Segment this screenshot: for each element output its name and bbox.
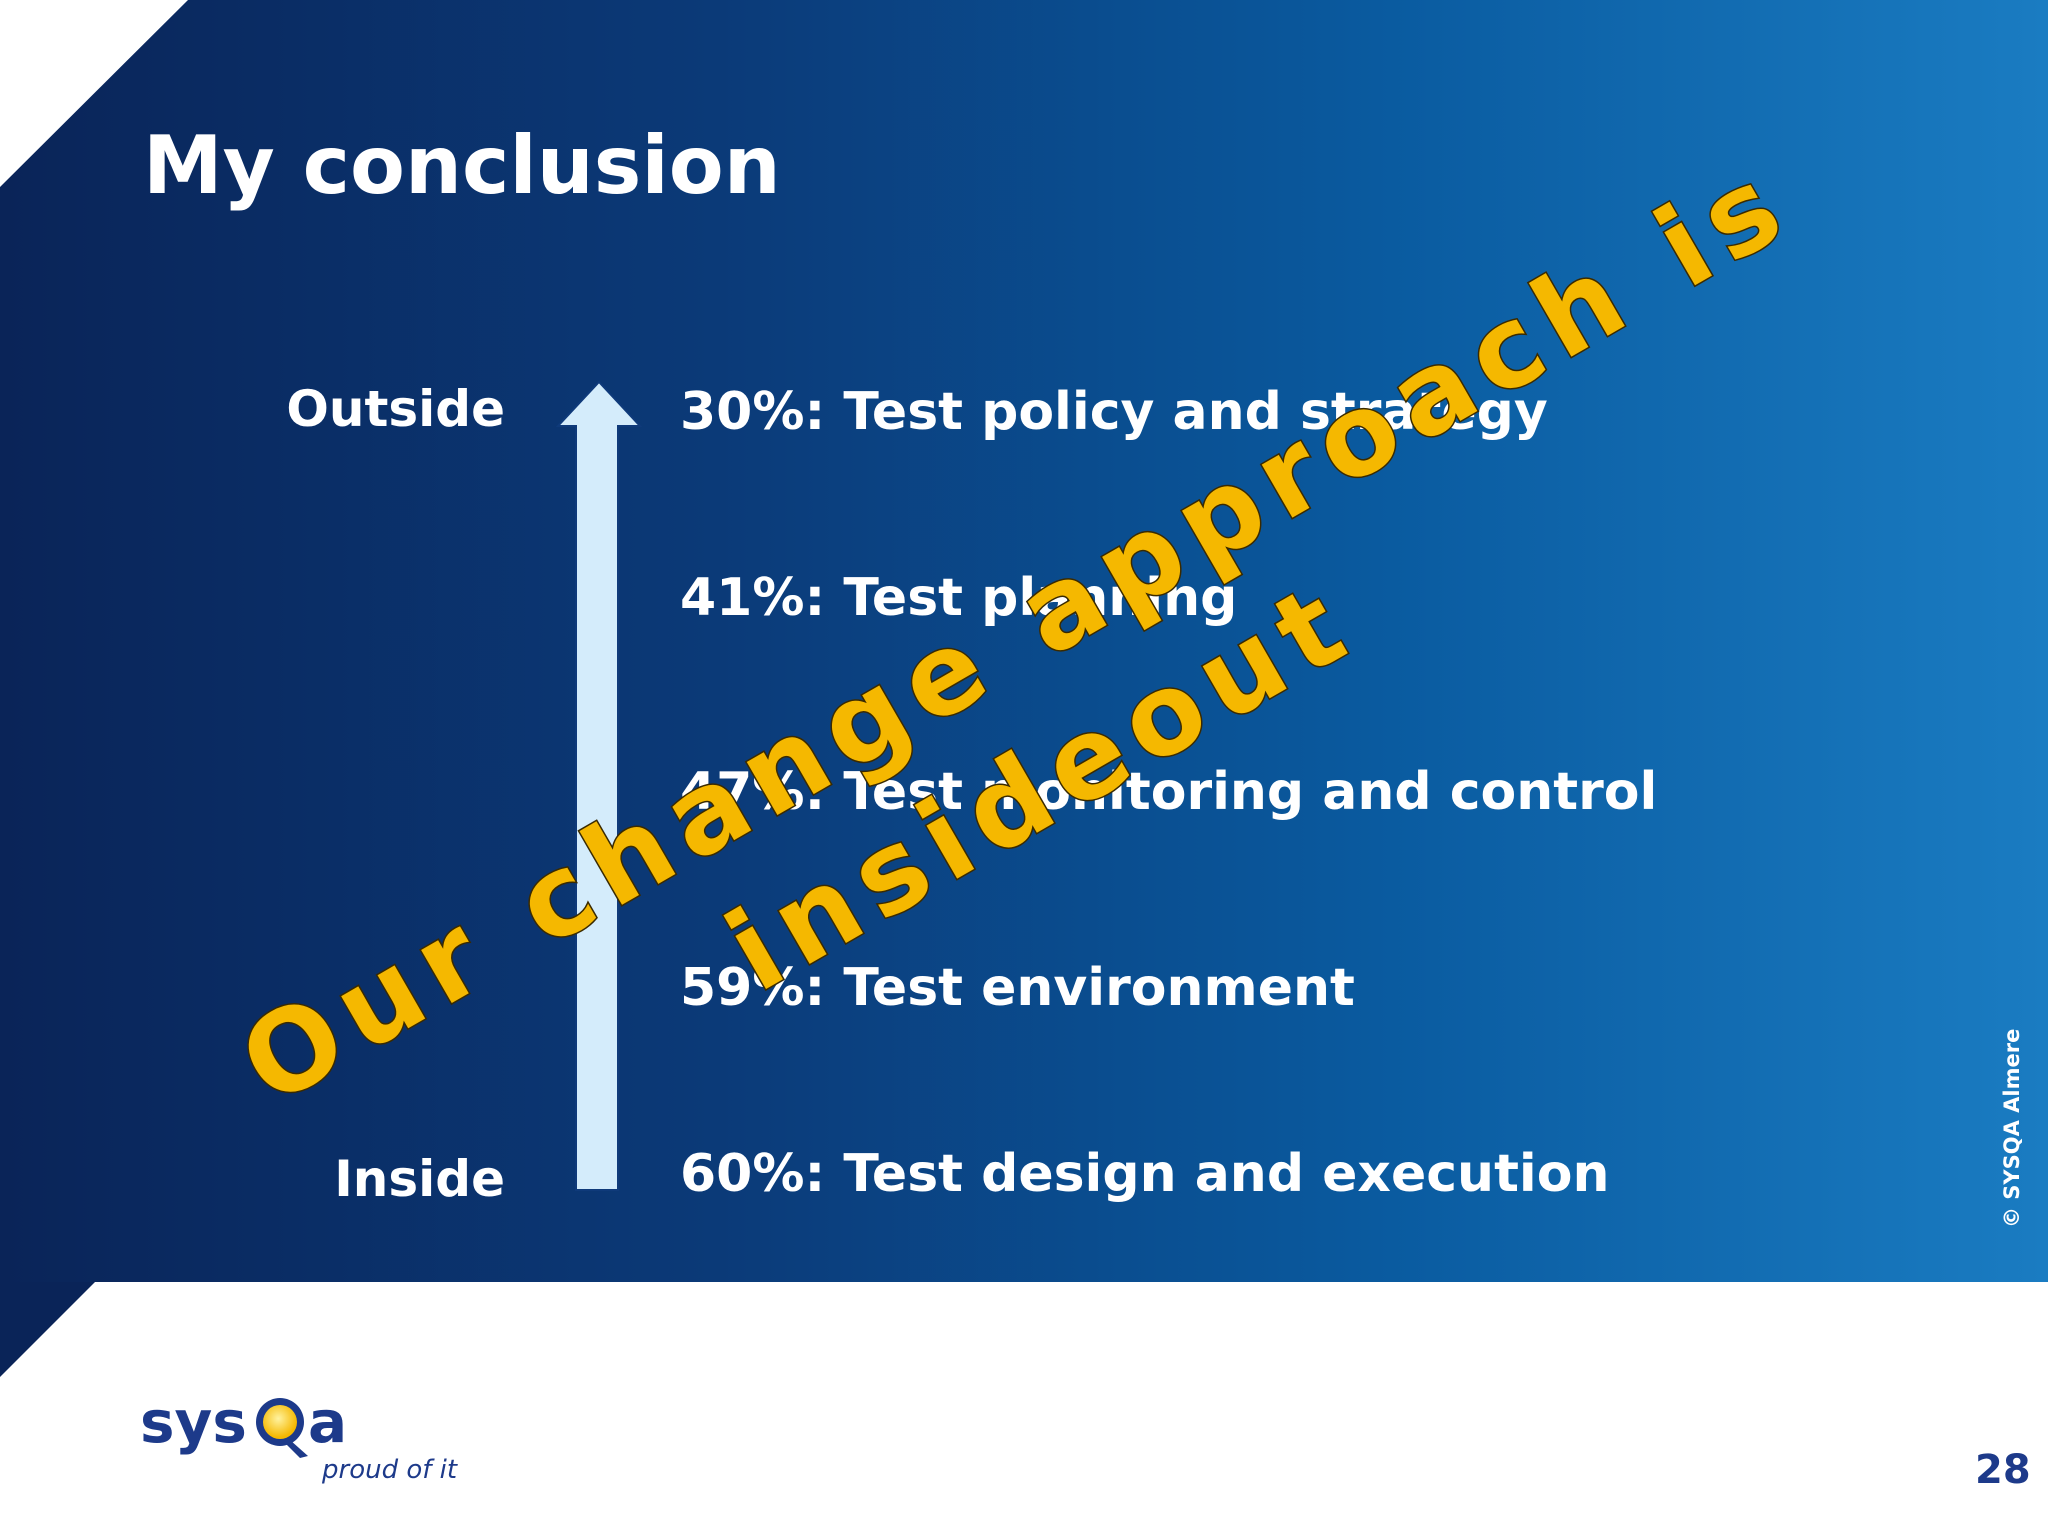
logo-tagline: proud of it	[321, 1455, 458, 1485]
list-item: 47%: Test monitoring and control	[680, 762, 1658, 822]
panel-corner	[0, 1282, 95, 1377]
page-number: 28	[1975, 1447, 2031, 1493]
blue-background-panel	[0, 0, 2048, 1282]
slide-title: My conclusion	[143, 119, 781, 212]
svg-text:a: a	[308, 1388, 347, 1456]
copyright-notice: © SYSQA Almere	[2000, 1028, 2024, 1228]
svg-text:sys: sys	[140, 1388, 247, 1456]
up-arrow-icon	[555, 380, 643, 1191]
axis-label-outside: Outside	[286, 380, 505, 438]
axis-label-inside: Inside	[334, 1150, 505, 1208]
list-item: 41%: Test planning	[680, 568, 1238, 628]
list-item: 60%: Test design and execution	[680, 1144, 1610, 1204]
list-item: 30%: Test policy and strategy	[680, 382, 1548, 442]
logo-graphic: sys a proud of it	[140, 1388, 458, 1485]
sysqa-logo: sys a proud of it	[140, 1386, 480, 1490]
list-item: 59%: Test environment	[680, 958, 1355, 1018]
